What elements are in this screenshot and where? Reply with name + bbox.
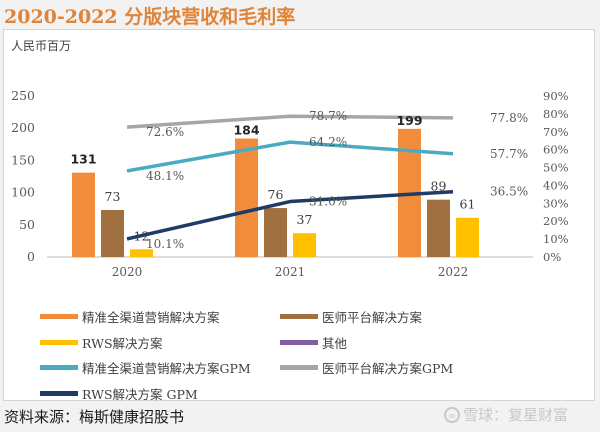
- legend-item: 精准全渠道营销解决方案GPM: [40, 358, 251, 377]
- line-data-label: 72.6%: [146, 125, 184, 139]
- bar: [456, 217, 479, 257]
- legend-label: RWS解决方案: [82, 336, 163, 351]
- line-data-label: 10.1%: [146, 237, 184, 251]
- legend-label: 医师平台解决方案GPM: [322, 361, 454, 376]
- y-left-tick-label: 0: [27, 249, 35, 264]
- legend-swatch: [40, 391, 78, 396]
- legend-label: 其他: [322, 336, 348, 351]
- bar: [130, 249, 153, 257]
- y-left-tick-label: 250: [11, 88, 35, 103]
- bar-data-label: 76: [268, 187, 284, 202]
- y-right-tick-label: 70%: [543, 125, 569, 139]
- bar-data-label: 37: [297, 212, 313, 227]
- y-right-tick-label: 50%: [543, 161, 569, 175]
- legend-item: 其他: [280, 333, 347, 352]
- x-tick-label: 2021: [275, 265, 306, 279]
- y-left-tick-label: 50: [19, 217, 35, 232]
- bars: [72, 128, 479, 257]
- y-axis-unit-label: 人民币百万: [11, 39, 72, 53]
- x-tick-label: 2020: [112, 265, 143, 279]
- line-data-label: 36.5%: [490, 185, 528, 199]
- watermark: ∞ 雪球：复星财富: [444, 404, 568, 425]
- x-tick-label: 2022: [438, 265, 469, 279]
- line-data-label: 31.0%: [309, 195, 347, 209]
- legend-item: 医师平台解决方案: [280, 307, 422, 326]
- y-right-tick-label: 80%: [543, 107, 569, 121]
- axes: 0 50 100 150 200 250 0% 10% 20% 30% 40% 50% 60% 70% 80…: [11, 88, 568, 279]
- watermark-text: 雪球：复星财富: [463, 406, 569, 424]
- legend-label: RWS解决方案 GPM: [82, 387, 198, 402]
- line-data-label: 78.7%: [309, 109, 347, 123]
- line-data-label: 48.1%: [146, 169, 184, 183]
- bar: [101, 209, 124, 257]
- gpm-lines: [126, 114, 454, 241]
- legend-item: RWS解决方案: [40, 333, 163, 352]
- bar: [72, 172, 95, 257]
- legend-swatch: [280, 340, 318, 345]
- snowball-logo-icon: ∞: [444, 406, 460, 423]
- legend-item: 医师平台解决方案GPM: [280, 358, 453, 377]
- y-right-tick-label: 30%: [543, 196, 569, 210]
- y-left-tick-label: 150: [11, 152, 35, 167]
- chart-legend: 精准全渠道营销解决方案 医师平台解决方案 RWS解决方案 其他精准全渠道营销解决方案G…: [0, 300, 600, 403]
- chart-plot: 0 50 100 150 200 250 0% 10% 20% 30% 40% 50% 60% 70% 80…: [11, 88, 568, 279]
- legend-item: 精准全渠道营销解决方案: [40, 307, 220, 326]
- y-right-tick-label: 90%: [543, 89, 569, 103]
- line-data-label: 57.7%: [490, 147, 528, 161]
- y-right-tick-label: 20%: [543, 214, 569, 228]
- chart-title: 2020-2022 分版块营收和毛利率: [4, 6, 296, 28]
- y-left-tick-label: 100: [11, 185, 35, 200]
- legend-swatch: [40, 365, 78, 370]
- y-right-tick-label: 60%: [543, 143, 569, 157]
- line-data-label: 64.2%: [309, 135, 347, 149]
- legend-label: 医师平台解决方案: [322, 310, 423, 325]
- source-note: 资料来源：梅斯健康招股书: [4, 408, 185, 426]
- bar-data-label: 199: [396, 113, 422, 128]
- y-right-tick-label: 10%: [543, 232, 569, 246]
- gpm-line: [126, 140, 454, 173]
- bar-data-label: 131: [70, 152, 96, 167]
- legend-swatch: [280, 314, 318, 319]
- y-right-tick-label: 0%: [543, 250, 561, 264]
- bar: [264, 208, 287, 257]
- bar-data-label: 89: [431, 179, 447, 194]
- data-labels: 131 184 199 73 76 89 12 37 61 48.1% 64.2% 57.7% 72.6…: [70, 109, 528, 251]
- legend-label: 精准全渠道营销解决方案GPM: [82, 361, 251, 376]
- line-data-label: 77.8%: [490, 111, 528, 125]
- y-left-tick-label: 200: [11, 120, 35, 135]
- legend-swatch: [280, 365, 318, 370]
- bar: [293, 233, 316, 257]
- gpm-line: [126, 189, 454, 241]
- bar-data-label: 73: [105, 189, 121, 204]
- bar-data-label: 12: [134, 228, 150, 243]
- bar: [235, 138, 258, 257]
- legend-swatch: [40, 340, 78, 345]
- legend-item: RWS解决方案 GPM: [40, 384, 198, 403]
- bar-data-label: 61: [460, 197, 476, 212]
- legend-label: 精准全渠道营销解决方案: [82, 310, 220, 325]
- gpm-line: [126, 114, 454, 129]
- legend-swatch: [40, 314, 78, 319]
- y-right-tick-label: 40%: [543, 178, 569, 192]
- bar-data-label: 184: [233, 123, 259, 138]
- bar: [427, 199, 450, 257]
